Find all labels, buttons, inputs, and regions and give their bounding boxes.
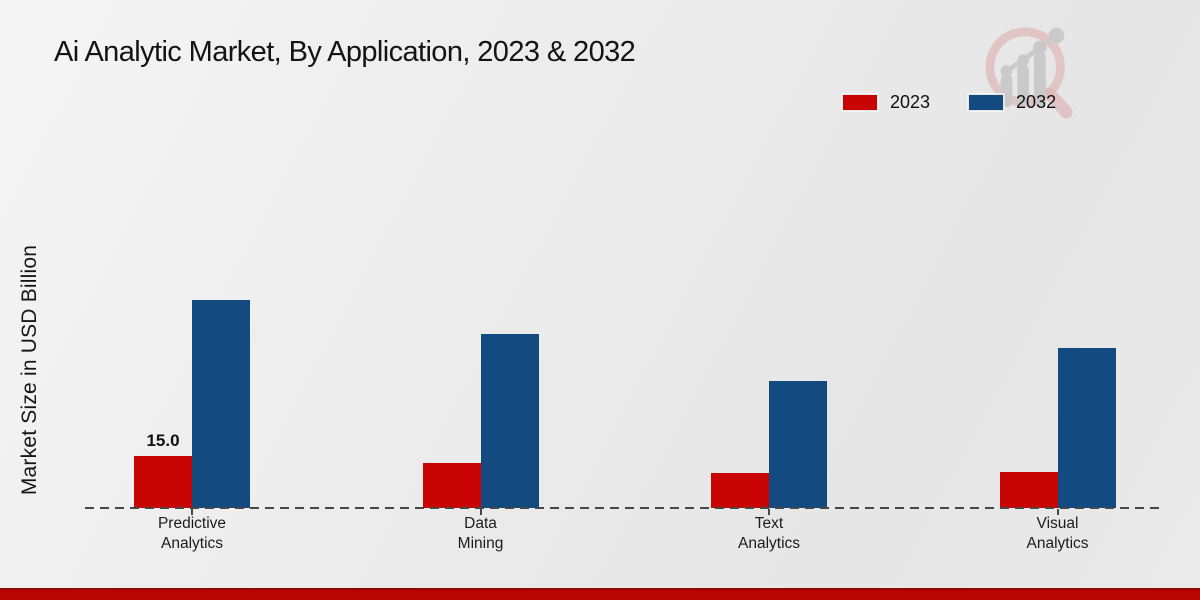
- bottom-accent-bar: [0, 588, 1200, 600]
- legend-swatch-2032: [968, 94, 1005, 111]
- trend-line-glyph: [1005, 33, 1058, 74]
- x-axis-tick: [479, 509, 482, 515]
- x-axis-baseline: [85, 507, 1163, 509]
- category-label: Text Analytics: [737, 515, 801, 552]
- bar-2032-visual: [1057, 348, 1116, 508]
- x-axis-tick: [191, 509, 193, 515]
- bar-2023-predictive: [134, 456, 192, 508]
- bar-value-label: 15.0: [146, 431, 180, 450]
- legend: 2023 2032: [842, 92, 1056, 113]
- category-label: Data Mining: [457, 515, 504, 552]
- x-axis-tick: [768, 509, 770, 515]
- bar-2032-text: [769, 381, 827, 508]
- chart-title: Ai Analytic Market, By Application, 2023…: [54, 36, 636, 68]
- legend-label-2032: 2032: [1016, 92, 1057, 112]
- bar-2023-visual: [999, 472, 1058, 508]
- legend-item-2032: 2032: [968, 92, 1056, 113]
- brand-watermark-logo: [985, 27, 1073, 119]
- bar-2023-data: [422, 463, 481, 508]
- trend-dots-glyph: [1000, 27, 1065, 77]
- bar-2032-predictive: [192, 300, 250, 508]
- category-label: Predictive Analytics: [157, 515, 227, 552]
- category-label: Visual Analytics: [1026, 515, 1089, 552]
- legend-item-2023: 2023: [842, 92, 930, 113]
- legend-label-2023: 2023: [890, 92, 931, 112]
- bar-2032-data: [480, 334, 539, 508]
- legend-swatch-2023: [842, 94, 878, 111]
- bar-2023-text: [711, 473, 769, 508]
- x-axis-tick: [1056, 509, 1059, 515]
